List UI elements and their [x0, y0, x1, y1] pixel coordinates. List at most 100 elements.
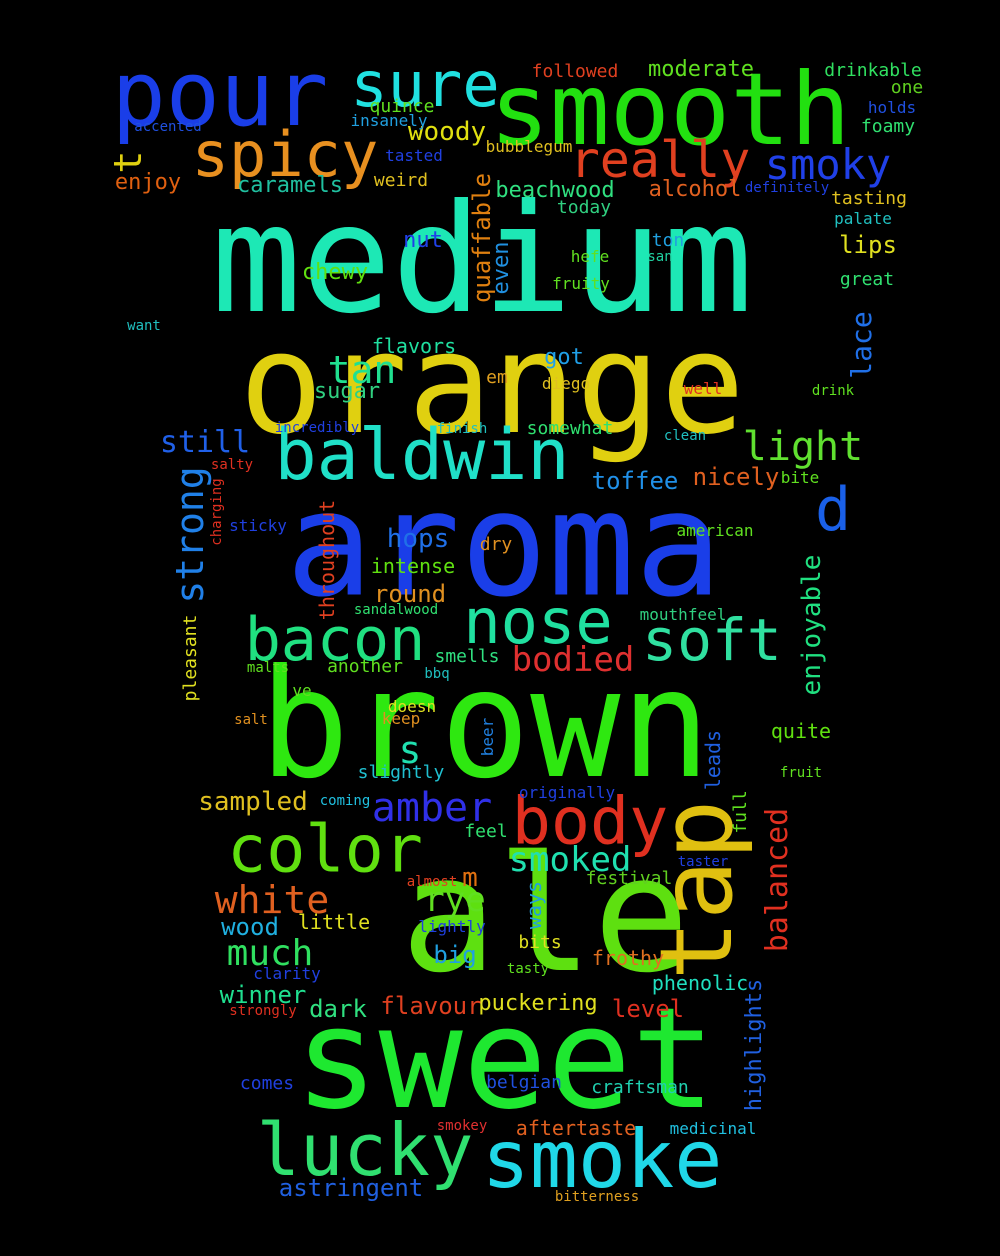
word-coming: coming — [319, 793, 371, 809]
word-woody: woody — [407, 117, 487, 147]
word-bubblegum: bubblegum — [485, 137, 573, 156]
word-strong: strong — [168, 466, 212, 604]
word-beachwood: beachwood — [495, 178, 615, 203]
word-much: much — [226, 933, 314, 974]
word-d: d — [814, 475, 852, 545]
word-got: got — [544, 345, 584, 370]
word-smells: smells — [434, 646, 500, 667]
word-enjoyable: enjoyable — [797, 554, 827, 696]
word-dark: dark — [309, 995, 367, 1023]
word-taster: taster — [677, 854, 729, 870]
word-m: m — [462, 863, 478, 893]
word-sweet: sweet — [294, 978, 716, 1141]
word-fruit: fruit — [779, 765, 823, 781]
word-pleasant: pleasant — [180, 614, 201, 702]
word-intense: intense — [370, 554, 456, 578]
word-brown: brown — [259, 638, 711, 812]
word-spicy: spicy — [191, 118, 379, 191]
word-ale: ale — [400, 821, 690, 1008]
word-festival: festival — [585, 868, 673, 889]
word-light: light — [742, 424, 864, 470]
word-mouthfeel: mouthfeel — [639, 605, 727, 624]
word-foamy: foamy — [860, 116, 916, 137]
word-one: one — [890, 77, 924, 98]
word-tasted: tasted — [385, 146, 443, 165]
word-lips: lips — [839, 231, 897, 259]
word-leads: leads — [701, 729, 725, 791]
word-san: san — [647, 249, 673, 265]
word-really: really — [569, 131, 751, 189]
word-clean: clean — [663, 428, 707, 444]
word-flavors: flavors — [371, 334, 457, 358]
word-finish: finish — [436, 421, 488, 437]
word-dry: dry — [479, 534, 513, 555]
word-caramels: caramels — [237, 173, 343, 198]
word-chewy: chewy — [301, 260, 369, 285]
word-rye: rye — [424, 880, 486, 920]
word-quite: quite — [770, 719, 832, 743]
word-still: still — [159, 425, 251, 460]
word-even: even — [489, 241, 514, 295]
word-almost: almost — [406, 874, 458, 890]
word-want: want — [127, 318, 161, 334]
word-sampled: sampled — [198, 787, 308, 817]
word-orange: orange — [239, 303, 745, 466]
word-ton: ton — [651, 230, 685, 251]
word-body: body — [511, 784, 669, 860]
word-holds: holds — [867, 98, 917, 117]
word-salt: salt — [234, 712, 268, 728]
word-fruity: fruity — [552, 274, 610, 293]
word-flavour: flavour — [380, 992, 482, 1020]
word-bacon: bacon — [244, 605, 426, 675]
word-color: color — [227, 812, 423, 888]
word-nut: nut — [403, 228, 443, 253]
word-charging: charging — [209, 478, 225, 546]
word-sandalwood: sandalwood — [353, 602, 439, 618]
word-lucky: lucky — [256, 1108, 474, 1192]
word-moderate: moderate — [648, 57, 754, 82]
word-balanced: balanced — [760, 807, 795, 953]
word-followed: followed — [531, 61, 619, 82]
word-incredibly: incredibly — [274, 420, 360, 436]
word-throughout: throughout — [315, 499, 339, 621]
word-bbq: bbq — [424, 666, 450, 682]
word-wood: wood — [221, 913, 279, 941]
word-ve: ve — [292, 681, 312, 700]
word-smooth: smooth — [489, 51, 851, 168]
word-bite: bite — [780, 468, 820, 487]
word-smoked: smoked — [508, 840, 632, 880]
word-ways: ways — [522, 880, 546, 930]
word-accented: accented — [134, 119, 202, 135]
word-s: s — [398, 728, 422, 772]
word-bodied: bodied — [511, 640, 635, 680]
word-keep: keep — [381, 709, 421, 728]
word-clarity: clarity — [253, 964, 321, 983]
word-alcohol: alcohol — [648, 177, 742, 202]
word-diego: diego — [541, 374, 591, 393]
word-sugar: sugar — [313, 379, 381, 404]
word-feel: feel — [464, 821, 508, 842]
word-em: em — [486, 367, 508, 388]
word-comes: comes — [239, 1073, 295, 1094]
word-tasting: tasting — [831, 188, 907, 209]
word-belgian: belgian — [486, 1072, 562, 1093]
word-somewhat: somewhat — [526, 418, 614, 439]
word-enjoy: enjoy — [114, 170, 182, 195]
word-american: american — [676, 521, 754, 540]
word-aroma: aroma — [285, 460, 723, 630]
word-craftsman: craftsman — [591, 1077, 689, 1098]
word-full: full — [730, 790, 751, 834]
word-drinkable: drinkable — [824, 60, 922, 81]
word-doesn: doesn — [387, 697, 437, 716]
word-astringent: astringent — [278, 1174, 424, 1202]
word-insanely: insanely — [350, 111, 428, 130]
word-salty: salty — [210, 457, 254, 473]
word-beer: beer — [478, 717, 497, 757]
word-phenolic: phenolic — [651, 971, 749, 995]
word-palate: palate — [834, 209, 892, 228]
word-slightly: slightly — [357, 762, 445, 783]
word-malts: malts — [246, 660, 290, 676]
word-pour: pour — [111, 42, 329, 147]
word-hops: hops — [386, 524, 450, 554]
